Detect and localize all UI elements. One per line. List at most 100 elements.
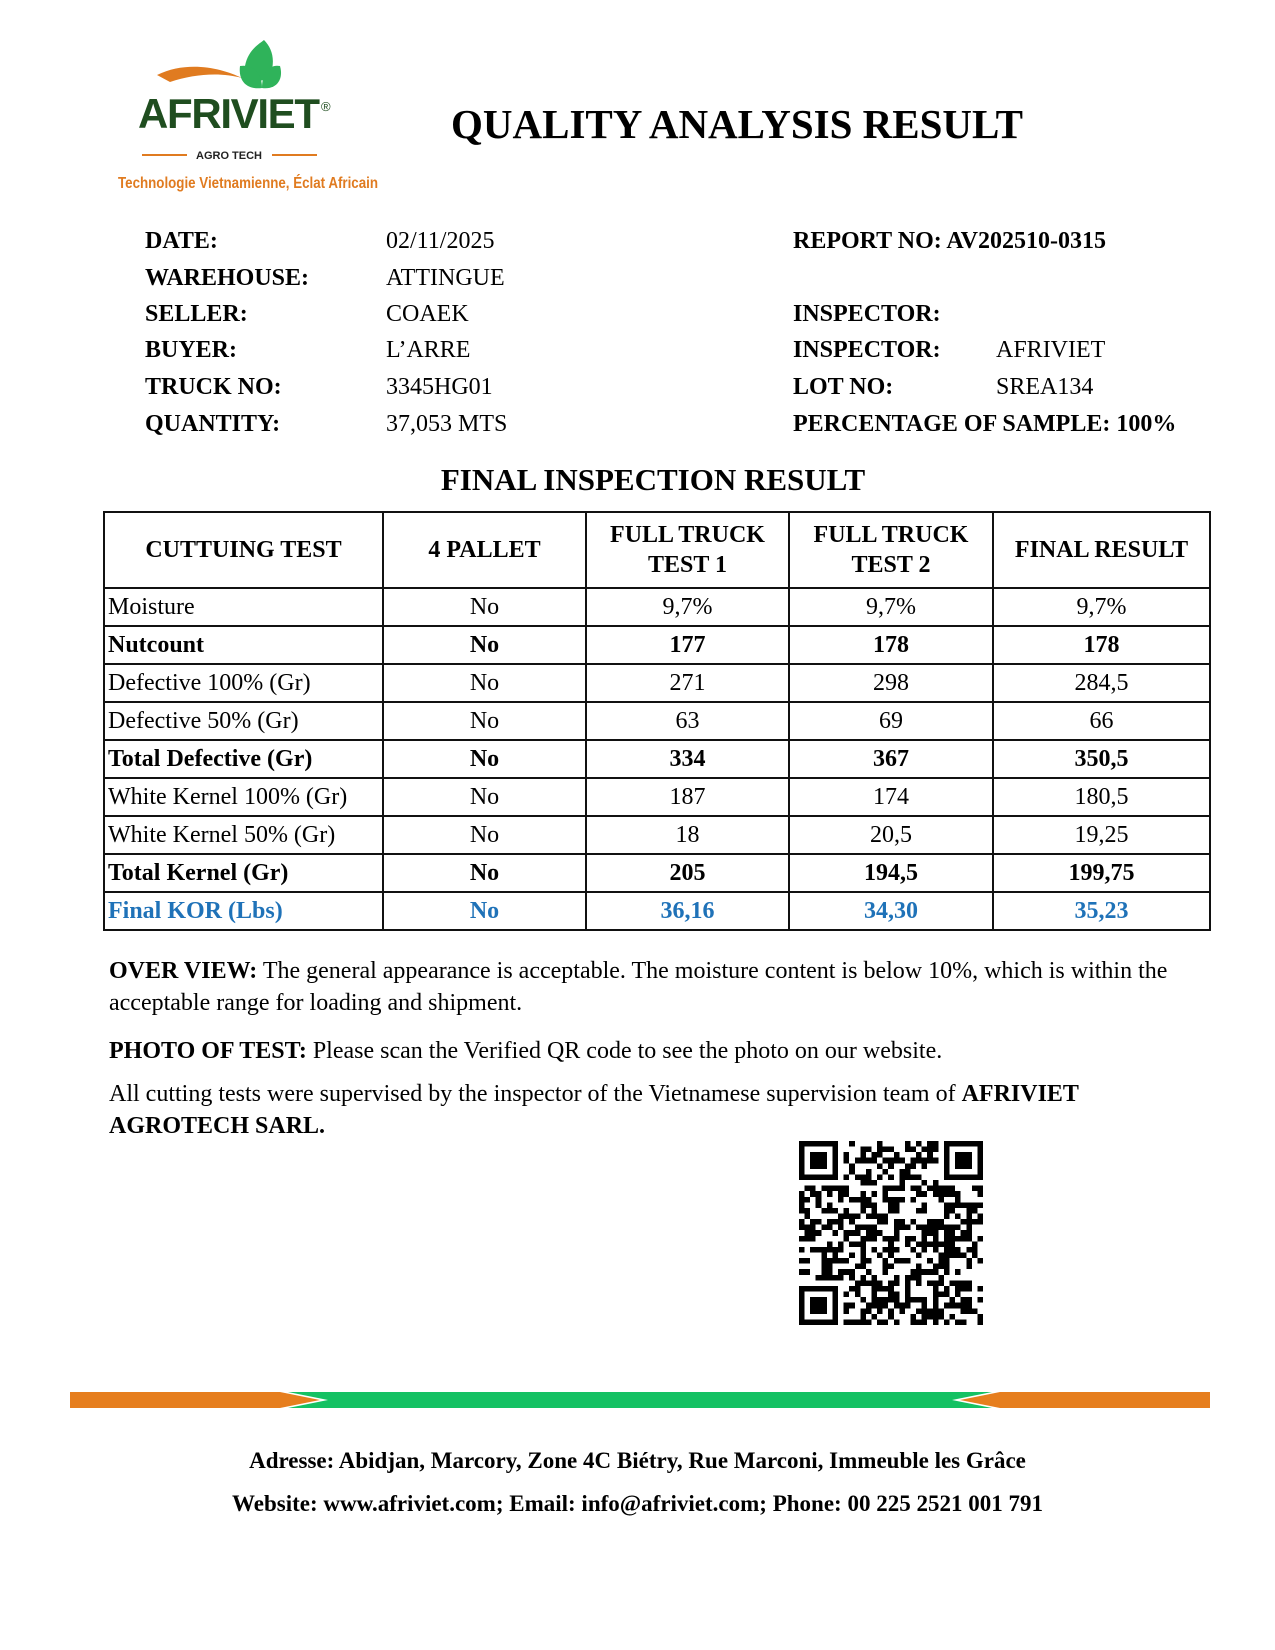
cell-value: 9,7% — [992, 587, 1211, 627]
table-row: Moisture No 9,7% 9,7% 9,7% — [103, 587, 1211, 627]
cell-value: 36,16 — [585, 891, 790, 931]
cell-value: 180,5 — [992, 777, 1211, 817]
column-header: FINAL RESULT — [992, 511, 1211, 589]
row-label: Defective 50% (Gr) — [103, 701, 384, 741]
overview-paragraph: OVER VIEW: The general appearance is acc… — [109, 955, 1219, 1019]
cell-value: No — [382, 815, 587, 855]
info-value: L’ARRE — [386, 337, 471, 363]
inspection-table: CUTTUING TEST 4 PALLET FULL TRUCK TEST 1 FUL… — [103, 511, 1211, 931]
row-label: White Kernel 100% (Gr) — [103, 777, 384, 817]
column-header: CUTTUING TEST — [103, 511, 384, 589]
cell-value: 205 — [585, 853, 790, 893]
info-value: 3345HG01 — [386, 374, 493, 400]
info-label: SELLER: — [145, 301, 248, 327]
cell-value: No — [382, 891, 587, 931]
afriviet-logo: AFRIVIET ® AGRO TECH Technologie Vietnam… — [118, 40, 378, 192]
cell-value: 34,30 — [788, 891, 994, 931]
lot-label: LOT NO: — [793, 374, 894, 400]
row-label: Total Defective (Gr) — [103, 739, 384, 779]
cell-value: No — [382, 853, 587, 893]
row-label: Total Kernel (Gr) — [103, 853, 384, 893]
cell-value: 9,7% — [585, 587, 790, 627]
inspector-label: INSPECTOR: — [793, 337, 941, 363]
column-header: 4 PALLET — [382, 511, 587, 589]
cell-value: No — [382, 663, 587, 703]
cell-value: 69 — [788, 701, 994, 741]
cell-value: No — [382, 587, 587, 627]
cell-value: 178 — [992, 625, 1211, 665]
table-row: Defective 50% (Gr) No 63 69 66 — [103, 701, 1211, 741]
photo-paragraph: PHOTO OF TEST: Please scan the Verified … — [109, 1035, 1219, 1067]
inspector-label: INSPECTOR: — [793, 301, 941, 327]
table-row: Nutcount No 177 178 178 — [103, 625, 1211, 665]
info-value: COAEK — [386, 301, 469, 327]
svg-text:AFRIVIET: AFRIVIET — [138, 90, 320, 137]
svg-text:Technologie Vietnamienne, Écla: Technologie Vietnamienne, Éclat Africain — [118, 175, 378, 192]
supervision-text: All cutting tests were supervised by the… — [109, 1081, 962, 1107]
cell-value: 18 — [585, 815, 790, 855]
overview-label: OVER VIEW: — [109, 958, 258, 984]
table-header-row: CUTTUING TEST 4 PALLET FULL TRUCK TEST 1 FUL… — [103, 511, 1211, 589]
row-label: Nutcount — [103, 625, 384, 665]
lot-value: SREA134 — [996, 374, 1094, 400]
cell-value: 271 — [585, 663, 790, 703]
photo-text: Please scan the Verified QR code to see … — [306, 1038, 943, 1064]
info-label: WAREHOUSE: — [145, 265, 310, 291]
cell-value: No — [382, 739, 587, 779]
cell-value: 350,5 — [992, 739, 1211, 779]
table-row: Total Kernel (Gr) No 205 194,5 199,75 — [103, 853, 1211, 893]
cell-value: 19,25 — [992, 815, 1211, 855]
cell-value: 9,7% — [788, 587, 994, 627]
info-label: DATE: — [145, 228, 218, 254]
company-name: AFRIVIET AGROTECH SARL. — [109, 1081, 1079, 1139]
cell-value: 35,23 — [992, 891, 1211, 931]
table-row: Final KOR (Lbs) No 36,16 34,30 35,23 — [103, 891, 1211, 931]
cell-value: 66 — [992, 701, 1211, 741]
overview-text: The general appearance is acceptable. Th… — [109, 958, 1168, 1016]
cell-value: 20,5 — [788, 815, 994, 855]
report-no: REPORT NO: AV202510-0315 — [793, 228, 1106, 254]
cell-value: 178 — [788, 625, 994, 665]
footer-divider — [70, 1392, 1210, 1408]
cell-value: 334 — [585, 739, 790, 779]
info-value: 02/11/2025 — [386, 228, 495, 254]
svg-text:®: ® — [321, 99, 331, 114]
info-value: 37,053 MTS — [386, 411, 508, 437]
table-row: White Kernel 50% (Gr) No 18 20,5 19,25 — [103, 815, 1211, 855]
cell-value: No — [382, 701, 587, 741]
cell-value: 199,75 — [992, 853, 1211, 893]
info-label: QUANTITY: — [145, 411, 281, 437]
photo-label: PHOTO OF TEST: — [109, 1038, 307, 1064]
info-value: ATTINGUE — [386, 265, 505, 291]
percentage-of-sample: PERCENTAGE OF SAMPLE: 100% — [793, 411, 1177, 437]
cell-value: 284,5 — [992, 663, 1211, 703]
qr-code-icon[interactable] — [799, 1141, 983, 1325]
row-label: Moisture — [103, 587, 384, 627]
row-label: White Kernel 50% (Gr) — [103, 815, 384, 855]
table-row: Total Defective (Gr) No 334 367 350,5 — [103, 739, 1211, 779]
footer-contact: Website: www.afriviet.com; Email: info@a… — [232, 1491, 1043, 1516]
column-header: FULL TRUCK TEST 2 — [788, 511, 994, 589]
info-label: TRUCK NO: — [145, 374, 282, 400]
page-title: QUALITY ANALYSIS RESULT — [451, 101, 1023, 147]
footer-address: Adresse: Abidjan, Marcory, Zone 4C Biétr… — [249, 1448, 1026, 1473]
column-header: FULL TRUCK TEST 1 — [585, 511, 790, 589]
cell-value: No — [382, 625, 587, 665]
table-row: White Kernel 100% (Gr) No 187 174 180,5 — [103, 777, 1211, 817]
cell-value: 174 — [788, 777, 994, 817]
cell-value: 194,5 — [788, 853, 994, 893]
supervision-paragraph: All cutting tests were supervised by the… — [109, 1078, 1219, 1142]
cell-value: 63 — [585, 701, 790, 741]
cell-value: 187 — [585, 777, 790, 817]
cell-value: 298 — [788, 663, 994, 703]
row-label: Defective 100% (Gr) — [103, 663, 384, 703]
svg-text:AGRO TECH: AGRO TECH — [196, 150, 262, 162]
section-title: FINAL INSPECTION RESULT — [440, 462, 866, 497]
cell-value: No — [382, 777, 587, 817]
cell-value: 177 — [585, 625, 790, 665]
info-label: BUYER: — [145, 337, 238, 363]
cell-value: 367 — [788, 739, 994, 779]
inspector-value: AFRIVIET — [996, 337, 1106, 363]
row-label: Final KOR (Lbs) — [103, 891, 384, 931]
table-row: Defective 100% (Gr) No 271 298 284,5 — [103, 663, 1211, 703]
